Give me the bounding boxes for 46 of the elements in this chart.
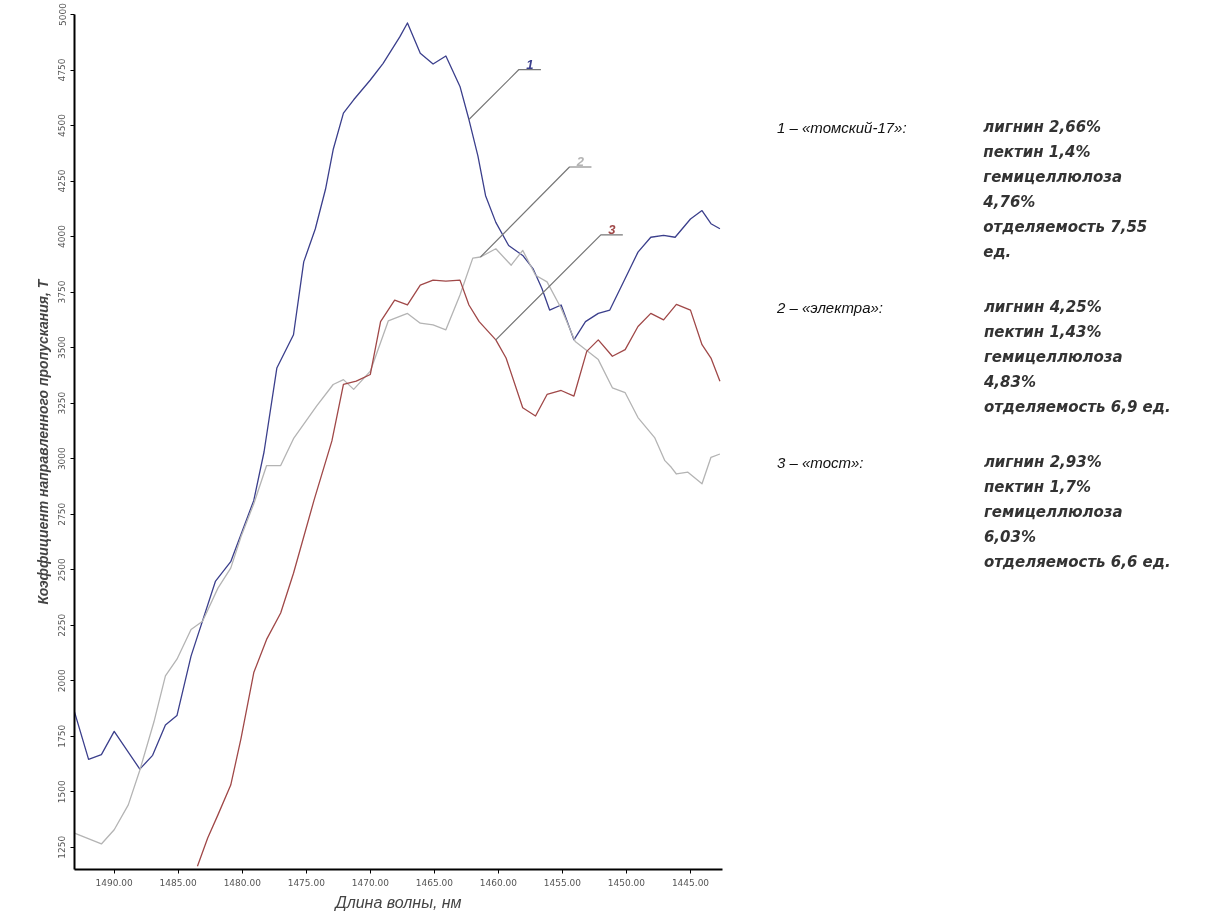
text: 1 xyxy=(526,56,534,72)
y-axis-title: Коэффициент направленного пропускания, T xyxy=(34,278,51,605)
y-tick-label: 4500 xyxy=(57,113,68,137)
text: лигнин 2,93% xyxy=(983,452,1103,473)
y-tick-label: 1500 xyxy=(57,780,68,804)
line-series xyxy=(196,279,721,867)
y-tick-label: 3000 xyxy=(57,446,68,471)
text: пектин 1,7% xyxy=(983,477,1092,498)
x-tick-label: 1460.00 xyxy=(479,877,518,888)
text: лигнин 2,66% xyxy=(983,117,1103,138)
y-tick-label: 3500 xyxy=(57,335,68,360)
y-tick-label: 2500 xyxy=(57,557,68,582)
y-tick-label: 4250 xyxy=(57,169,68,193)
y-tick-label: 4750 xyxy=(57,58,68,82)
x-tick-label: 1470.00 xyxy=(351,877,390,888)
text: 2 – «электра»: xyxy=(777,298,884,318)
y-tick-label: 4000 xyxy=(57,224,68,249)
text: 2 xyxy=(575,154,585,170)
x-tick-label: 1490.00 xyxy=(95,877,134,888)
x-tick-label: 1465.00 xyxy=(415,877,454,888)
y-tick-label: 2750 xyxy=(57,502,68,526)
text: отделяемость 6,9 ед. xyxy=(983,397,1172,418)
text: 1 – «томский-17»: xyxy=(777,118,908,138)
x-tick-label: 1445.00 xyxy=(671,877,710,888)
line-series xyxy=(74,248,721,845)
x-tick-label: 1480.00 xyxy=(223,877,262,888)
x-tick-label: 1450.00 xyxy=(607,877,646,888)
text: отделяемость 6,6 ед. xyxy=(983,552,1172,573)
x-axis-title: Длина волны, нм xyxy=(333,893,462,911)
y-tick-label: 3750 xyxy=(57,280,68,304)
text: пектин 1,43% xyxy=(983,322,1103,343)
line-series xyxy=(74,22,721,770)
y-tick-label: 2250 xyxy=(57,613,68,637)
y-tick-label: 5000 xyxy=(57,2,68,26)
y-tick-label: 1250 xyxy=(57,835,68,859)
y-tick-label: 1750 xyxy=(57,724,68,748)
text: пектин 1,4% xyxy=(983,142,1092,163)
x-tick-label: 1485.00 xyxy=(159,877,198,888)
text: лигнин 4,25% xyxy=(983,297,1103,318)
text: 3 xyxy=(608,221,617,237)
x-tick-label: 1455.00 xyxy=(543,877,582,888)
text: отделяемость 7,55 ед. xyxy=(983,217,1149,263)
y-tick-label: 2000 xyxy=(57,669,68,693)
x-tick-label: 1475.00 xyxy=(287,877,326,888)
text: 3 – «тост»: xyxy=(777,453,865,473)
y-tick-label: 3250 xyxy=(57,391,68,415)
